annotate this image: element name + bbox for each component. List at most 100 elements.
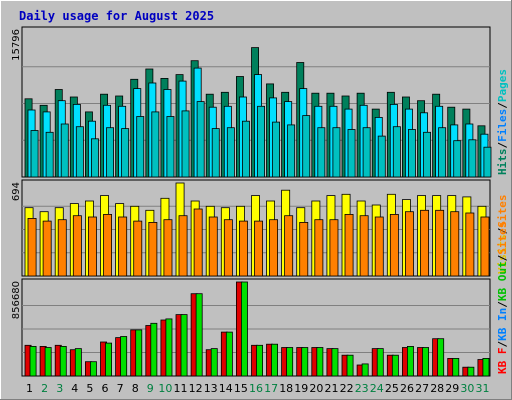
legend-item: /	[496, 301, 509, 308]
bar-pages-day-25	[392, 126, 401, 178]
bar-kb-out-day-17	[271, 343, 278, 377]
bar-pages-day-4	[75, 126, 84, 178]
day-label-8: 8	[132, 382, 139, 395]
y-max-label: 15796	[11, 29, 22, 61]
bar-kb-out-day-10	[165, 318, 173, 377]
day-label-23: 23	[355, 382, 369, 395]
bar-sites-day-12	[193, 208, 203, 277]
bar-sites-day-4	[72, 215, 82, 277]
bar-sites-day-8	[133, 220, 143, 277]
day-label-4: 4	[71, 382, 78, 395]
day-label-3: 3	[56, 382, 63, 395]
bar-sites-day-13	[208, 216, 218, 277]
bar-kb-out-day-1	[29, 345, 37, 377]
day-label-16: 16	[249, 382, 263, 395]
bar-sites-day-18	[284, 215, 294, 277]
bar-kb-out-day-22	[346, 354, 354, 377]
legend-item: Visits	[496, 234, 509, 274]
bar-pages-day-18	[287, 124, 296, 178]
bar-pages-day-10	[166, 116, 175, 178]
bar-sites-day-10	[163, 219, 173, 277]
bar-pages-day-29	[453, 140, 462, 178]
bar-sites-day-28	[435, 209, 445, 277]
legend-item: /	[496, 227, 509, 234]
day-label-2: 2	[41, 382, 48, 395]
bar-pages-day-11	[181, 110, 190, 178]
bar-kb-out-day-20	[316, 347, 324, 377]
bar-sites-day-3	[57, 219, 67, 277]
bar-pages-day-3	[60, 123, 69, 178]
day-label-20: 20	[309, 382, 323, 395]
day-labels: 1 2 3 4 5 6 7 8 9 10 11 12 13 14 15 16 17 18 19 20 21 22 23 24 2…	[26, 382, 490, 395]
bar-pages-day-27	[423, 131, 431, 178]
bar-kb-out-day-18	[286, 347, 294, 377]
bar-pages-day-8	[136, 116, 145, 178]
bar-kb-out-day-14	[225, 331, 233, 377]
day-label-12: 12	[189, 382, 203, 395]
day-label-28: 28	[430, 382, 444, 395]
day-label-27: 27	[415, 382, 429, 395]
bar-pages-day-7	[121, 128, 130, 178]
bar-kb-out-day-5	[90, 361, 97, 377]
day-label-17: 17	[264, 382, 278, 395]
bar-kb-out-day-29	[452, 357, 460, 377]
bar-pages-day-17	[272, 121, 280, 178]
day-label-9: 9	[147, 382, 154, 395]
day-label-15: 15	[234, 382, 248, 395]
bar-pages-day-30	[468, 139, 477, 178]
legend-item: KB F	[496, 348, 509, 375]
day-label-1: 1	[26, 382, 33, 395]
bar-sites-day-19	[299, 221, 309, 277]
panel-legend: Visits/Sites	[496, 195, 509, 275]
legend-item: Sites	[496, 195, 509, 228]
day-label-26: 26	[400, 382, 414, 395]
bar-sites-day-23	[359, 215, 369, 277]
legend-item: /	[496, 254, 509, 261]
legend-item: KB Out	[496, 261, 509, 301]
day-label-5: 5	[86, 382, 93, 395]
bar-kb-out-day-21	[331, 348, 339, 377]
day-label-14: 14	[219, 382, 233, 395]
legend-item: KB In	[496, 308, 509, 341]
bar-pages-day-23	[362, 127, 371, 178]
bar-pages-day-12	[196, 101, 205, 178]
bar-kb-out-day-11	[180, 314, 188, 377]
y-max-label: 694	[11, 182, 22, 201]
bar-kb-out-day-3	[59, 345, 67, 377]
bar-sites-day-14	[223, 219, 233, 277]
bar-kb-out-day-16	[256, 344, 263, 377]
bar-sites-day-22	[344, 213, 354, 277]
bar-pages-day-26	[407, 129, 416, 178]
bar-kb-out-day-9	[150, 322, 158, 377]
bar-kb-out-day-2	[44, 347, 52, 377]
day-label-22: 22	[340, 382, 354, 395]
day-label-11: 11	[174, 382, 188, 395]
bar-sites-day-25	[389, 213, 399, 277]
bar-pages-day-16	[257, 105, 265, 178]
day-label-13: 13	[204, 382, 218, 395]
legend-item: Files	[496, 109, 509, 142]
bar-kb-out-day-13	[210, 348, 218, 377]
legend-item: Pages	[496, 69, 509, 102]
bar-pages-day-13	[211, 128, 220, 178]
bar-pages-day-24	[377, 135, 386, 178]
bar-kb-out-day-25	[391, 354, 399, 377]
y-max-label: 856680	[11, 281, 22, 319]
bar-sites-day-17	[269, 219, 279, 277]
bar-kb-out-day-31	[482, 357, 490, 377]
legend-item: /	[496, 142, 509, 149]
bar-sites-day-21	[329, 219, 339, 277]
bar-pages-day-21	[332, 127, 341, 178]
bar-kb-out-day-28	[437, 338, 445, 377]
bar-sites-day-7	[118, 216, 128, 277]
bar-pages-day-20	[317, 127, 326, 178]
bar-sites-day-24	[374, 216, 384, 277]
bar-sites-day-9	[148, 221, 158, 277]
bar-sites-day-15	[238, 220, 248, 277]
bar-kb-out-day-6	[105, 342, 112, 377]
day-label-6: 6	[102, 382, 109, 395]
bar-kb-out-day-27	[422, 347, 429, 377]
